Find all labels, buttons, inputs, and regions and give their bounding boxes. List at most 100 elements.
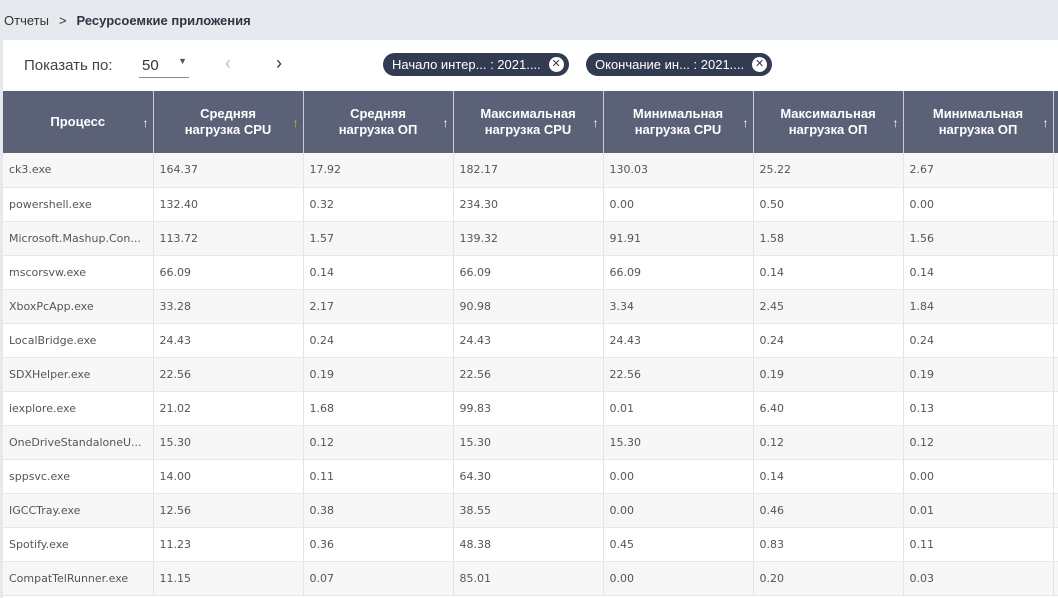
table-row[interactable]: iexplore.exe 21.02 1.68 99.83 0.01 6.40 0.13: [3, 391, 1058, 426]
filter-chip-end[interactable]: Окончание ин... : 2021.... ✕: [586, 53, 773, 76]
column-header-label: Максимальная нагрузка CPU: [480, 106, 576, 137]
table-cell: [1053, 527, 1058, 562]
column-header[interactable]: Максимальная нагрузка CPU ↑: [453, 91, 604, 153]
table-cell: 0.14: [303, 255, 454, 290]
table-cell: 182.17: [453, 153, 604, 188]
column-header-label: Средняя нагрузка ОП: [338, 106, 418, 137]
process-name-cell: mscorsvw.exe: [3, 255, 154, 290]
table-cell: 15.30: [453, 425, 604, 460]
table-cell: 0.11: [303, 459, 454, 494]
chevron-right-icon: >: [58, 12, 67, 28]
column-header[interactable]: Средняя нагрузка CPU ↑: [153, 91, 304, 153]
table-cell: 2.45: [753, 289, 904, 324]
table-cell: 64.30: [453, 459, 604, 494]
filter-chip-start[interactable]: Начало интер... : 2021.... ✕: [383, 53, 569, 76]
table-cell: 2.67: [903, 153, 1054, 188]
table-row[interactable]: ck3.exe 164.37 17.92 182.17 130.03 25.22 2.67: [3, 153, 1058, 188]
caret-down-icon: ▼: [178, 56, 187, 66]
close-icon[interactable]: ✕: [752, 57, 768, 72]
table-cell: 139.32: [453, 221, 604, 256]
table-row[interactable]: XboxPcApp.exe 33.28 2.17 90.98 3.34 2.45 1.84: [3, 289, 1058, 324]
table-row[interactable]: SDXHelper.exe 22.56 0.19 22.56 22.56 0.19 0.19: [3, 357, 1058, 392]
table-cell: 22.56: [153, 357, 304, 392]
page-size-value: 50: [142, 57, 159, 74]
prev-page-button[interactable]: ‹: [225, 53, 231, 73]
column-header[interactable]: Средняя нагрузка ОП ↑: [303, 91, 454, 153]
table-cell: 0.00: [603, 561, 754, 596]
sort-arrow-icon[interactable]: ↑: [592, 116, 599, 130]
table-row[interactable]: OneDriveStandaloneU... 15.30 0.12 15.30 15.3…: [3, 425, 1058, 460]
table-cell: 11.15: [153, 561, 304, 596]
process-name-cell: ck3.exe: [3, 153, 154, 188]
table-cell: 0.36: [303, 527, 454, 562]
table-cell: 0.38: [303, 493, 454, 528]
table-cell: 113.72: [153, 221, 304, 256]
column-header[interactable]: [1053, 91, 1058, 153]
table-cell: 0.01: [603, 391, 754, 426]
table-cell: 1.68: [303, 391, 454, 426]
table-cell: 85.01: [453, 561, 604, 596]
table-cell: 33.28: [153, 289, 304, 324]
table-cell: 22.56: [603, 357, 754, 392]
table-cell: 0.11: [903, 527, 1054, 562]
table-cell: 22.56: [453, 357, 604, 392]
process-name-cell: IGCCTray.exe: [3, 493, 154, 528]
table-cell: 0.50: [753, 187, 904, 222]
next-page-button[interactable]: ›: [276, 53, 282, 73]
close-icon[interactable]: ✕: [548, 57, 564, 72]
table-cell: [1053, 561, 1058, 596]
table-cell: 38.55: [453, 493, 604, 528]
column-header[interactable]: Максимальная нагрузка ОП ↑: [753, 91, 904, 153]
table-row[interactable]: IGCCTray.exe 12.56 0.38 38.55 0.00 0.46 0.01: [3, 493, 1058, 528]
breadcrumb-reports-link[interactable]: Отчеты: [4, 12, 49, 28]
table-cell: 0.07: [303, 561, 454, 596]
table-cell: 0.20: [753, 561, 904, 596]
table-cell: 24.43: [603, 323, 754, 358]
sort-arrow-icon[interactable]: ↑: [1042, 116, 1049, 130]
column-header[interactable]: Минимальная нагрузка CPU ↑: [603, 91, 754, 153]
table-cell: 0.24: [903, 323, 1054, 358]
table-cell: 0.00: [603, 187, 754, 222]
table-cell: 0.32: [303, 187, 454, 222]
column-header[interactable]: Минимальная нагрузка ОП ↑: [903, 91, 1054, 153]
process-name-cell: CompatTelRunner.exe: [3, 561, 154, 596]
table-cell: [1053, 357, 1058, 392]
table-cell: [1053, 425, 1058, 460]
table-cell: 164.37: [153, 153, 304, 188]
table-row[interactable]: Spotify.exe 11.23 0.36 48.38 0.45 0.83 0.11: [3, 527, 1058, 562]
sort-arrow-icon[interactable]: ↑: [442, 116, 449, 130]
table-cell: 0.00: [603, 493, 754, 528]
sort-arrow-icon[interactable]: ↑: [892, 116, 899, 130]
table-cell: 1.57: [303, 221, 454, 256]
table-cell: 0.46: [753, 493, 904, 528]
table-row[interactable]: sppsvc.exe 14.00 0.11 64.30 0.00 0.14 0.00: [3, 459, 1058, 494]
table-cell: 11.23: [153, 527, 304, 562]
table-cell: 66.09: [603, 255, 754, 290]
table-row[interactable]: powershell.exe 132.40 0.32 234.30 0.00 0.50 0.…: [3, 187, 1058, 222]
table-cell: 0.00: [903, 459, 1054, 494]
table-cell: 0.83: [753, 527, 904, 562]
column-header-label: Максимальная нагрузка ОП: [780, 106, 876, 137]
table-cell: 0.12: [903, 425, 1054, 460]
table-cell: 234.30: [453, 187, 604, 222]
table-cell: 1.58: [753, 221, 904, 256]
data-table: Процесс ↑ Средняя нагрузка CPU ↑ Средняя наг…: [3, 91, 1058, 596]
table-row[interactable]: CompatTelRunner.exe 11.15 0.07 85.01 0.00 0.2…: [3, 561, 1058, 596]
table-cell: 0.00: [903, 187, 1054, 222]
table-row[interactable]: LocalBridge.exe 24.43 0.24 24.43 24.43 0.24 0.…: [3, 323, 1058, 358]
table-cell: [1053, 459, 1058, 494]
column-header-label: Минимальная нагрузка CPU: [632, 106, 724, 137]
page-title: Ресурсоемкие приложения: [76, 12, 251, 28]
table-row[interactable]: Microsoft.Mashup.Con... 113.72 1.57 139.32 9…: [3, 221, 1058, 256]
sort-arrow-icon[interactable]: ↑: [292, 116, 299, 130]
table-cell: 0.01: [903, 493, 1054, 528]
sort-arrow-icon[interactable]: ↑: [142, 116, 149, 130]
table-cell: 0.14: [753, 459, 904, 494]
table-row[interactable]: mscorsvw.exe 66.09 0.14 66.09 66.09 0.14 0.14: [3, 255, 1058, 290]
sort-arrow-icon[interactable]: ↑: [742, 116, 749, 130]
process-name-cell: sppsvc.exe: [3, 459, 154, 494]
column-header[interactable]: Процесс ↑: [3, 91, 154, 153]
table-cell: 66.09: [153, 255, 304, 290]
table-cell: 24.43: [153, 323, 304, 358]
page-size-select[interactable]: 50 ▼: [139, 54, 189, 78]
